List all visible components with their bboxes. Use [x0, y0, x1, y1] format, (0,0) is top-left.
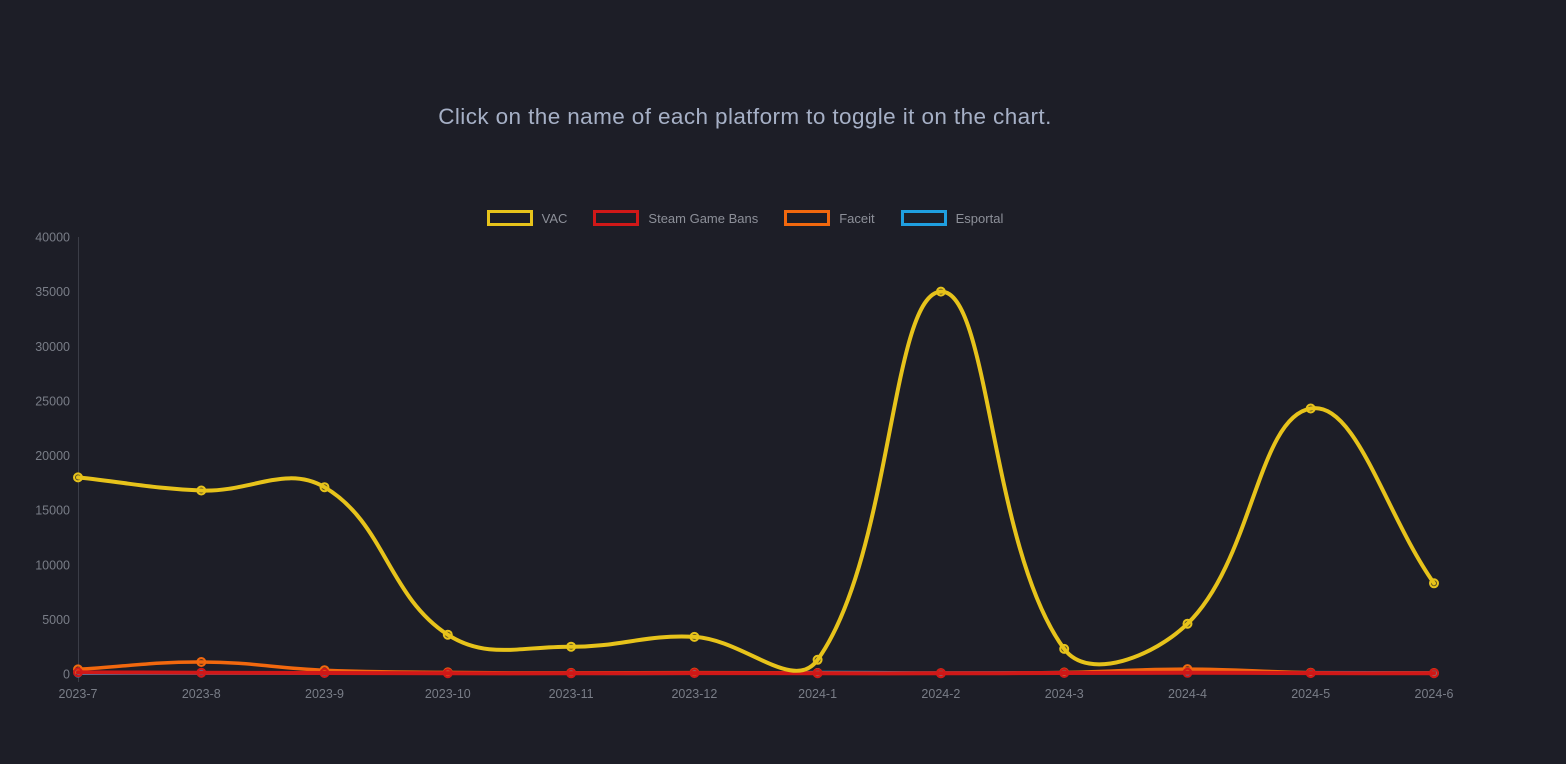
legend-item-steam-game-bans[interactable]: Steam Game Bans — [593, 210, 758, 226]
legend-item-faceit[interactable]: Faceit — [784, 210, 875, 226]
legend-swatch-vac — [486, 210, 533, 226]
data-point-vac[interactable] — [566, 641, 577, 652]
x-axis-label: 2023-11 — [549, 687, 594, 701]
y-axis-label: 25000 — [35, 394, 70, 408]
y-axis-label: 40000 — [35, 231, 70, 245]
legend-swatch-faceit — [784, 210, 831, 226]
x-axis-label: 2023-8 — [182, 687, 221, 701]
legend-label-faceit: Faceit — [839, 210, 875, 226]
x-axis-label: 2024-3 — [1045, 687, 1084, 701]
data-point-vac[interactable] — [812, 654, 823, 665]
data-point-vac[interactable] — [319, 482, 330, 493]
legend-item-vac[interactable]: VAC — [486, 210, 568, 226]
chart-instruction-title: Click on the name of each platform to to… — [438, 104, 1052, 129]
legend-label-vac: VAC — [541, 210, 568, 226]
x-axis-label: 2023-12 — [671, 687, 717, 701]
x-axis-label: 2024-4 — [1168, 687, 1207, 701]
legend-label-esportal: Esportal — [955, 210, 1004, 226]
y-axis-label: 0 — [63, 668, 70, 682]
data-point-faceit[interactable] — [196, 657, 207, 667]
data-point-vac[interactable] — [196, 485, 207, 496]
y-axis-label: 20000 — [35, 449, 70, 463]
data-point-vac[interactable] — [935, 286, 946, 297]
chart-canvas[interactable]: 0 5000 10000 15000 20000 25000 30000 35000 40000… — [0, 0, 1520, 764]
data-point-vac[interactable] — [1429, 578, 1439, 589]
data-point-vac[interactable] — [1305, 403, 1316, 414]
x-axis-label: 2023-9 — [305, 687, 344, 701]
data-point-vac[interactable] — [1059, 643, 1070, 654]
legend-swatch-esportal — [900, 210, 947, 226]
legend-label-steam-game-bans: Steam Game Bans — [648, 210, 759, 226]
x-axis-label: 2024-5 — [1291, 687, 1330, 701]
data-point-steam-game-bans[interactable] — [319, 668, 330, 678]
data-point-vac[interactable] — [1182, 618, 1193, 629]
y-axis-label: 35000 — [35, 285, 70, 299]
data-point-steam-game-bans[interactable] — [1059, 668, 1070, 678]
data-point-steam-game-bans[interactable] — [73, 667, 83, 678]
x-axis-label: 2023-7 — [59, 687, 98, 701]
series-line-steam-game-bans — [76, 670, 1436, 676]
x-axis-label: 2023-10 — [425, 687, 471, 701]
series-line-vac — [76, 289, 1436, 673]
x-axis-label: 2024-2 — [921, 687, 960, 701]
data-point-steam-game-bans[interactable] — [1429, 668, 1439, 679]
data-point-steam-game-bans[interactable] — [689, 668, 700, 679]
data-point-vac[interactable] — [689, 631, 700, 642]
data-point-steam-game-bans[interactable] — [1305, 668, 1316, 679]
y-axis-label: 5000 — [42, 613, 70, 627]
y-axis-label: 15000 — [35, 504, 70, 518]
data-point-vac[interactable] — [73, 472, 83, 483]
x-axis-label: 2024-1 — [798, 687, 837, 701]
data-point-steam-game-bans[interactable] — [935, 668, 946, 679]
y-axis-label: 30000 — [35, 340, 70, 354]
legend-item-esportal[interactable]: Esportal — [900, 210, 1004, 226]
chart-legend: VAC Steam Game Bans Faceit Esportal — [0, 207, 1490, 229]
data-point-steam-game-bans[interactable] — [566, 668, 577, 679]
chart-container: Click on the name of each platform to to… — [0, 104, 1490, 701]
legend-swatch-steam-game-bans — [593, 210, 640, 226]
x-axis-label: 2024-6 — [1415, 687, 1454, 701]
data-point-steam-game-bans[interactable] — [196, 667, 207, 678]
data-point-steam-game-bans[interactable] — [1182, 667, 1193, 678]
data-point-vac[interactable] — [442, 629, 453, 640]
data-point-steam-game-bans[interactable] — [442, 668, 453, 679]
y-axis-label: 10000 — [35, 558, 70, 572]
data-point-steam-game-bans[interactable] — [812, 668, 823, 679]
